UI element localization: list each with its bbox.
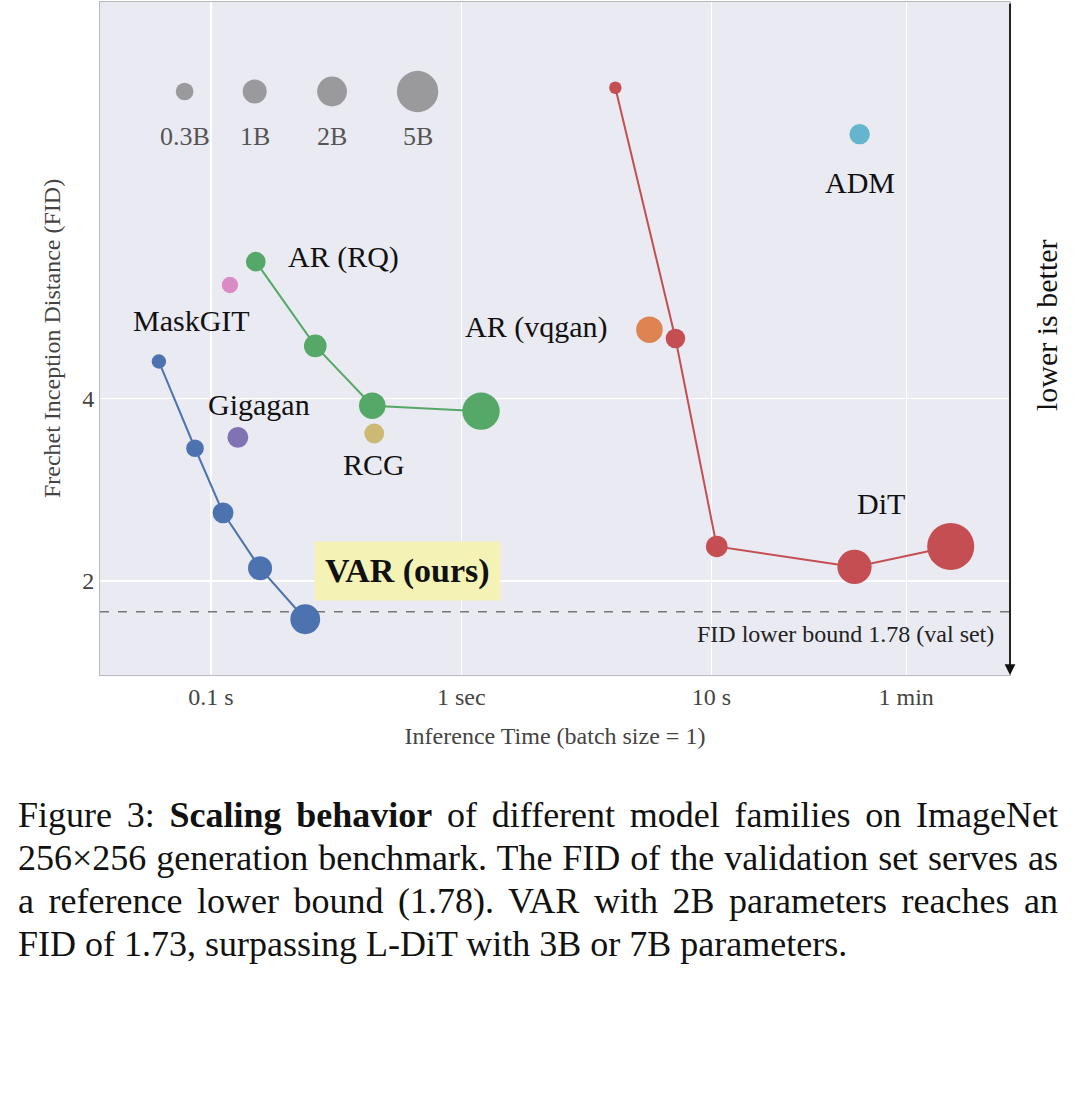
svg-text:Gigagan: Gigagan	[208, 388, 310, 421]
svg-text:Frechet Inception Distance (FI: Frechet Inception Distance (FID)	[39, 179, 65, 498]
svg-text:10 s: 10 s	[692, 684, 731, 710]
svg-text:1 min: 1 min	[878, 684, 933, 710]
html-text:Figure 3: Scaling behavior of: Figure 3: Scaling behavior of different …	[18, 795, 1058, 964]
svg-text:2: 2	[82, 568, 94, 594]
svg-text:0.3B: 0.3B	[160, 122, 210, 151]
svg-text:1 sec: 1 sec	[437, 684, 486, 710]
svg-text:AR (vqgan): AR (vqgan)	[465, 310, 607, 344]
svg-text:2B: 2B	[317, 122, 347, 151]
svg-text:lower is better: lower is better	[1030, 239, 1063, 411]
svg-text:MaskGIT: MaskGIT	[133, 304, 250, 337]
svg-text:Inference Time (batch size = 1: Inference Time (batch size = 1)	[405, 723, 706, 749]
svg-text:5B: 5B	[403, 122, 433, 151]
svg-text:4: 4	[82, 386, 94, 412]
svg-text:DiT: DiT	[857, 487, 905, 520]
svg-text:FID lower bound 1.78 (val set): FID lower bound 1.78 (val set)	[697, 621, 994, 647]
svg-text:RCG: RCG	[343, 448, 405, 481]
svg-text:AR (RQ): AR (RQ)	[288, 240, 399, 274]
svg-text:ADM: ADM	[825, 166, 895, 199]
svg-text:VAR (ours): VAR (ours)	[325, 552, 490, 590]
svg-text:1B: 1B	[240, 122, 270, 151]
svg-text:0.1 s: 0.1 s	[188, 684, 233, 710]
